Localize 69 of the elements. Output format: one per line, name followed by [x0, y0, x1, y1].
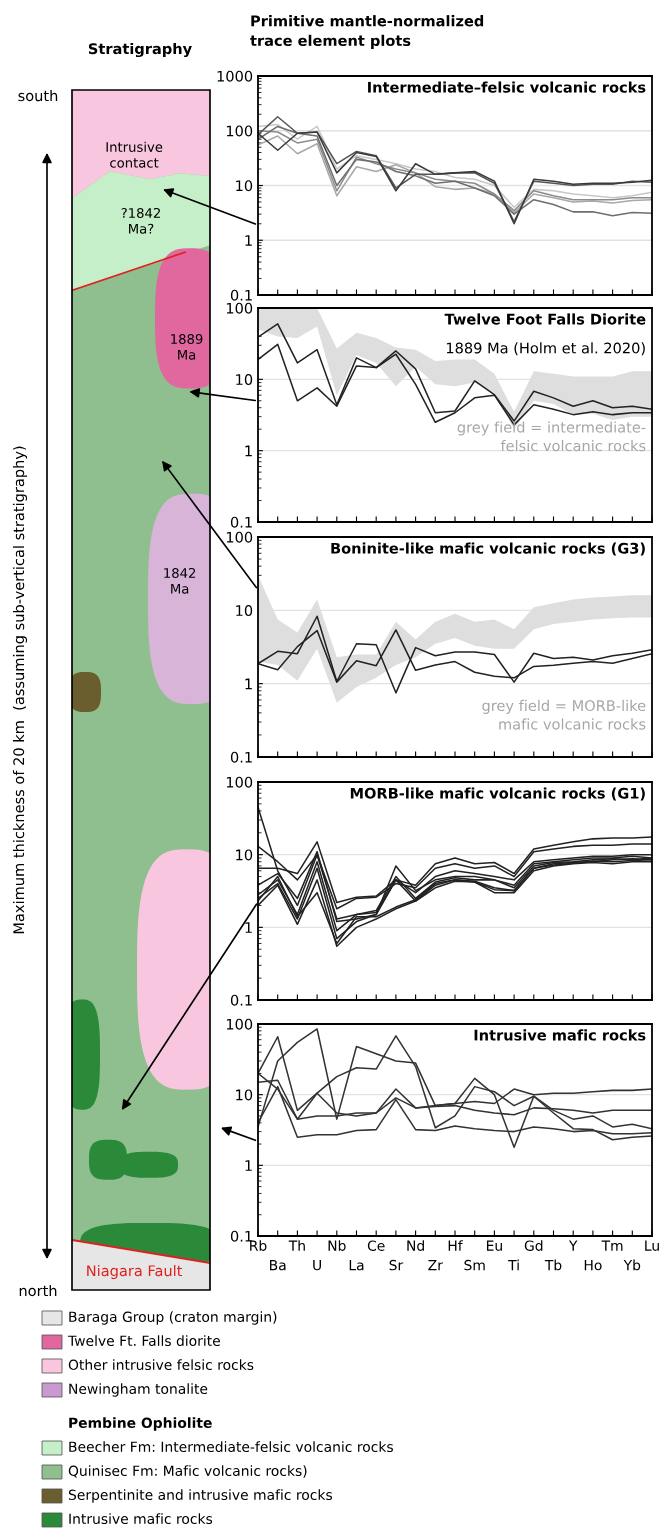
text: Pembine Ophiolite — [69, 1417, 212, 1431]
y-tick-label: 10 — [236, 605, 253, 617]
y-tick-label: 1 — [245, 235, 252, 246]
text: Maximum thickness of 20 km (assuming sub-vertical stratigraphy) — [12, 446, 28, 934]
text: 1842 Ma — [164, 567, 196, 594]
x-tick-label: Sm — [464, 1259, 485, 1271]
text: Beecher Fm: Intermediate-felsic volcanic rocks — [69, 1441, 393, 1453]
y-tick-label: 10 — [236, 180, 253, 192]
y-tick-label: 1 — [245, 678, 252, 690]
y-tick-label: 10 — [236, 1089, 253, 1101]
x-tick-label: Th — [288, 1240, 305, 1251]
x-tick-label: Tm — [601, 1240, 623, 1251]
text: Primitive mantle-normalized trace element plots — [250, 15, 484, 49]
x-tick-label: Ba — [270, 1260, 286, 1271]
text: Intrusive mafic rocks — [69, 1513, 213, 1525]
text: ?1842 Ma? — [121, 207, 160, 234]
chart-title: Intermediate–felsic volcanic rocks — [368, 81, 646, 93]
text: 1889 Ma — [171, 333, 203, 360]
y-tick-label: 100 — [226, 1018, 253, 1030]
text: Intrusive contact — [106, 141, 163, 168]
x-tick-label: Ho — [584, 1260, 602, 1271]
y-tick-label: 0.1 — [230, 1230, 252, 1242]
x-tick-label: Lu — [645, 1240, 659, 1251]
text: 1889 Ma (Holm et al. 2020) — [446, 342, 645, 356]
y-tick-label: 100 — [226, 125, 253, 137]
annotation: grey field = MORB-like mafic volcanic rocks — [482, 699, 646, 730]
x-tick-label: Yb — [623, 1259, 641, 1271]
annotation: grey field = intermediate- felsic volcanic rocks — [457, 421, 646, 452]
y-tick-label: 1 — [245, 1160, 252, 1171]
x-tick-label: Sr — [389, 1259, 404, 1271]
text: Baraga Group (craton margin) — [69, 1311, 277, 1325]
chart-title: MORB-like mafic volcanic rocks (G1) — [350, 787, 645, 801]
x-tick-label: Eu — [486, 1240, 502, 1251]
x-tick-label: Ce — [367, 1240, 385, 1251]
y-tick-label: 100 — [226, 302, 253, 314]
text: Quinisec Fm: Mafic volcanic rocks) — [68, 1465, 307, 1478]
y-tick-label: 10 — [236, 849, 253, 861]
chart-title: Boninite-like mafic volcanic rocks (G3) — [331, 542, 645, 556]
x-tick-label: Zr — [428, 1260, 443, 1271]
text: north — [19, 1284, 57, 1297]
y-tick-label: 1 — [245, 445, 252, 457]
y-tick-label: 0.1 — [230, 289, 252, 301]
text: Serpentinite and intrusive mafic rocks — [68, 1489, 333, 1503]
y-tick-label: 1000 — [217, 70, 253, 82]
text: Other intrusive felsic rocks — [68, 1359, 254, 1371]
x-tick-label: Tb — [544, 1259, 562, 1271]
x-tick-label: Gd — [524, 1240, 543, 1251]
y-tick-label: 0.1 — [230, 516, 252, 528]
x-tick-label: Hf — [448, 1240, 463, 1251]
x-tick-label: La — [349, 1260, 364, 1271]
y-tick-label: 1 — [245, 922, 252, 933]
chart-title: Twelve Foot Falls Diorite — [444, 313, 646, 325]
x-tick-label: U — [313, 1260, 321, 1271]
x-tick-label: Y — [568, 1240, 578, 1251]
y-tick-label: 0.1 — [230, 751, 252, 763]
text: Twelve Ft. Falls diorite — [67, 1335, 220, 1347]
y-tick-label: 10 — [236, 374, 253, 386]
text: south — [18, 89, 58, 102]
text: Newingham tonalite — [69, 1383, 208, 1397]
x-tick-label: Nd — [407, 1240, 424, 1251]
text: Niagara Fault — [87, 1264, 183, 1280]
y-tick-label: 0.1 — [230, 994, 252, 1006]
x-tick-label: Nb — [328, 1240, 346, 1251]
y-tick-label: 100 — [226, 531, 253, 543]
chart-title: Intrusive mafic rocks — [474, 1029, 646, 1041]
y-tick-label: 100 — [226, 776, 253, 788]
x-tick-label: Ti — [508, 1259, 519, 1271]
x-tick-label: Rb — [250, 1240, 267, 1251]
text: Stratigraphy — [88, 42, 192, 58]
